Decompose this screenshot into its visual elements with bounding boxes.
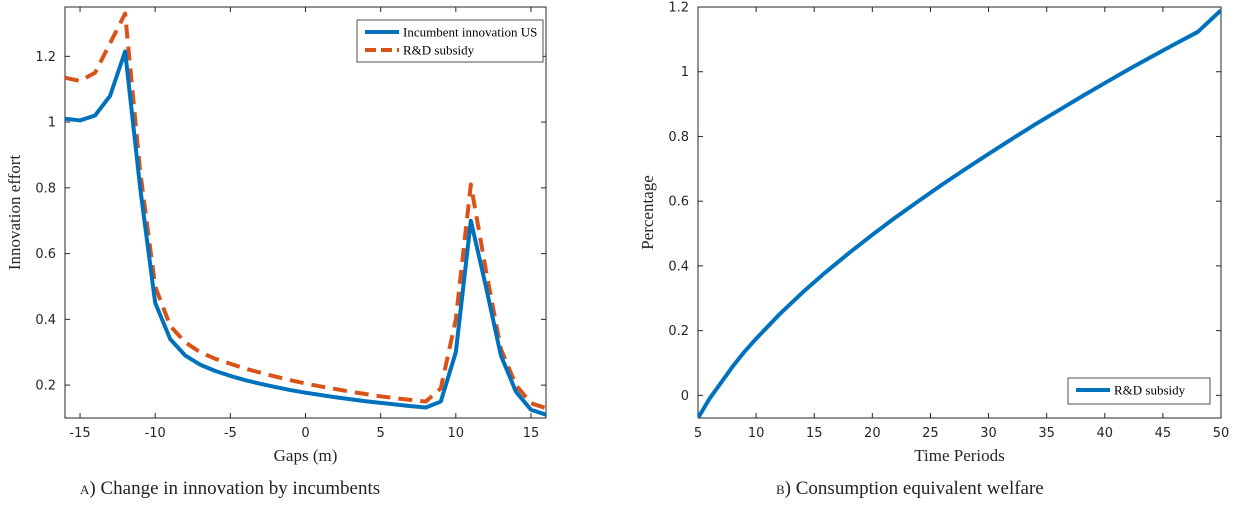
y-tick-label: 0.6 bbox=[668, 195, 689, 210]
series-layer bbox=[698, 8, 1221, 418]
series-line-incumbent-innovation-us bbox=[65, 49, 546, 417]
series-layer bbox=[65, 11, 546, 417]
x-tick-label: -10 bbox=[145, 426, 166, 441]
x-tick-label: 35 bbox=[1038, 426, 1055, 441]
caption-panel-b: b) Consumption equivalent welfare bbox=[776, 478, 1044, 500]
series-line-r-d-subsidy bbox=[698, 8, 1221, 418]
y-tick-label: 1.2 bbox=[35, 50, 56, 65]
caption-letter-b: b bbox=[776, 478, 785, 499]
x-tick-label: 15 bbox=[523, 426, 540, 441]
caption-text-a: ) Change in innovation by incumbents bbox=[89, 478, 381, 499]
legend-label: R&D subsidy bbox=[1114, 383, 1186, 398]
x-tick-label: 0 bbox=[301, 426, 309, 441]
y-tick-label: 1.2 bbox=[668, 1, 689, 16]
x-tick-label: 30 bbox=[980, 426, 997, 441]
legend-box bbox=[356, 19, 544, 63]
x-tick-label: 50 bbox=[1213, 426, 1230, 441]
y-axis-label: Innovation effort bbox=[5, 155, 24, 271]
x-tick-label: 25 bbox=[922, 426, 939, 441]
legend-label: R&D subsidy bbox=[403, 43, 475, 58]
y-axis-label: Percentage bbox=[638, 175, 657, 250]
y-tick-label: 0.8 bbox=[668, 130, 689, 145]
x-tick-label: 20 bbox=[864, 426, 881, 441]
y-tick-label: 1 bbox=[681, 65, 689, 80]
y-tick-label: 0.4 bbox=[35, 313, 56, 328]
chart-panel-b: 5 10 15 20 25 30 35 40 45 50 0 0.2 0.4 0.6 0.8 1 1.2 Time… bbox=[638, 1, 1229, 466]
x-axis-label: Gaps (m) bbox=[274, 446, 338, 465]
caption-text-b: ) Consumption equivalent welfare bbox=[784, 478, 1044, 499]
y-tick-label: 0.2 bbox=[35, 379, 56, 394]
series-line-r-d-subsidy bbox=[65, 11, 546, 411]
axes-box bbox=[697, 6, 1222, 419]
y-tick-label: 0 bbox=[681, 389, 689, 404]
x-tick-label: 5 bbox=[377, 426, 385, 441]
legend-label: Incumbent innovation US bbox=[403, 25, 537, 40]
caption-letter-a: a bbox=[80, 478, 90, 499]
x-tick-label: 40 bbox=[1097, 426, 1114, 441]
x-axis-label: Time Periods bbox=[914, 446, 1005, 465]
x-tick-label: 45 bbox=[1155, 426, 1172, 441]
caption-panel-a: a) Change in innovation by incumbents bbox=[80, 478, 380, 500]
legend: Incumbent innovation US R&D subsidy bbox=[356, 19, 544, 63]
axes-box bbox=[64, 6, 547, 419]
y-tick-label: 0.2 bbox=[668, 324, 689, 339]
x-tick-label: 10 bbox=[448, 426, 465, 441]
x-tick-label: 5 bbox=[694, 426, 702, 441]
legend: R&D subsidy bbox=[1067, 377, 1211, 405]
x-tick-label: -5 bbox=[224, 426, 237, 441]
y-tick-label: 1 bbox=[48, 116, 56, 131]
x-tick-label: 15 bbox=[806, 426, 823, 441]
y-tick-label: 0.8 bbox=[35, 181, 56, 196]
x-tick-label: -15 bbox=[69, 426, 90, 441]
chart-panel-a: -15 -10 -5 0 5 10 15 0.2 0.4 0.6 0.8 1 1.2 Gaps (m) In… bbox=[5, 6, 547, 465]
x-tick-label: 10 bbox=[748, 426, 765, 441]
y-tick-label: 0.6 bbox=[35, 247, 56, 262]
y-tick-label: 0.4 bbox=[668, 259, 689, 274]
